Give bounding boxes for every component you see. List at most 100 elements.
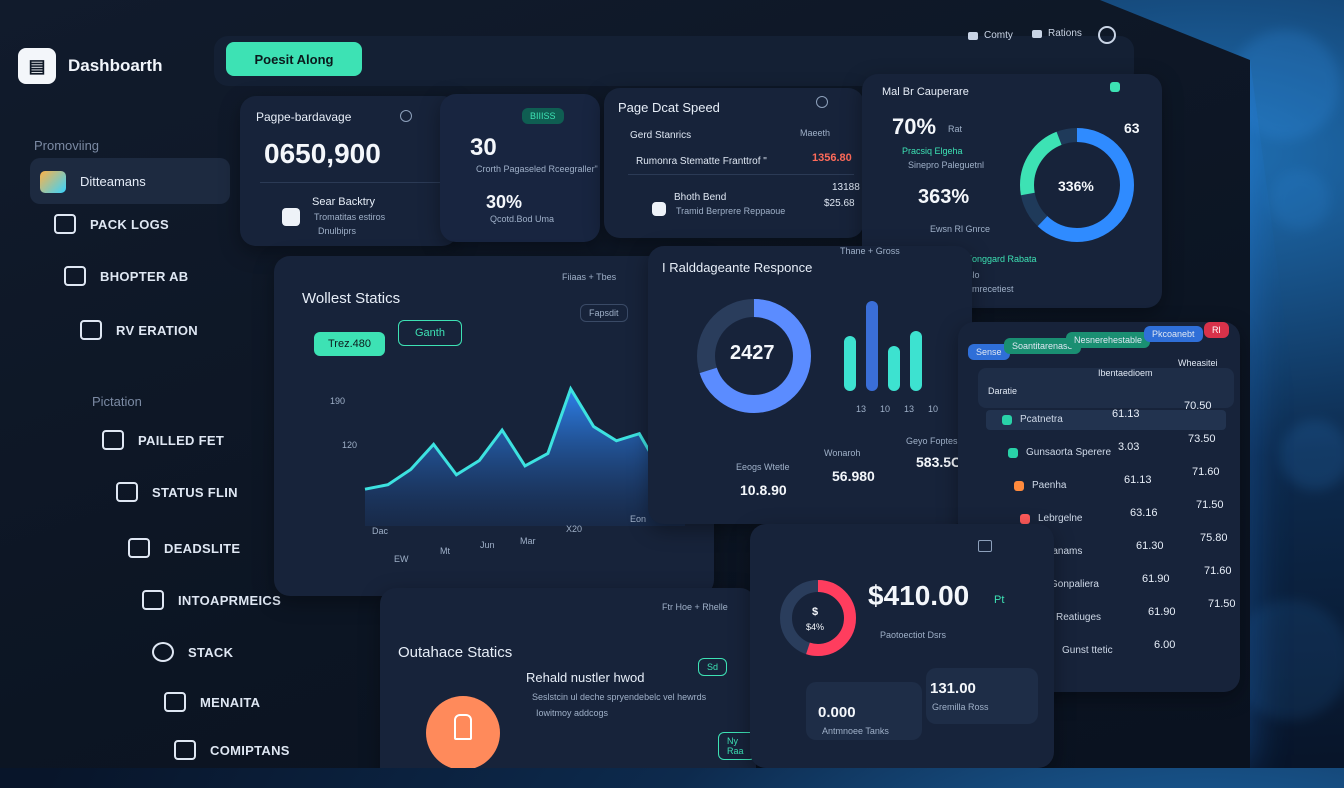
metric-sub: Sinepro Paleguetnl (908, 160, 985, 170)
table-row[interactable]: Gunsaorta Sperere (1008, 447, 1111, 458)
revenue-side-label: Pt (994, 594, 1005, 606)
settings-icon[interactable] (816, 96, 828, 108)
row-label: Gunsaorta Sperere (1026, 447, 1112, 458)
avatar (426, 696, 500, 768)
folder-icon (80, 320, 102, 340)
bar-label: 10 (928, 404, 939, 414)
table-row[interactable]: Pcatnetra (1002, 414, 1063, 425)
y-tick: 120 (342, 440, 358, 450)
metric-sub: Crorth Pagaseled Rceegraller" (476, 164, 598, 174)
gauge-arc (780, 580, 856, 656)
row-value: 6.00 (1154, 639, 1176, 651)
chart-pill[interactable]: Ganth (398, 320, 462, 346)
divider (628, 174, 854, 175)
table-row[interactable]: Paenha (1014, 480, 1066, 491)
filter-tag[interactable]: Nesnerehestable (1066, 332, 1151, 348)
row-label: Reatiuges (1056, 612, 1102, 623)
primary-button[interactable]: Poesit Along (226, 42, 362, 76)
filter-tag[interactable]: Rl (1204, 322, 1229, 338)
donut-segment (697, 299, 811, 413)
card-corner-label: Thane + Gross (840, 246, 900, 256)
donut-value: 336% (1058, 178, 1094, 194)
x-tick: EW (394, 554, 409, 564)
table-row-highlight (986, 410, 1226, 430)
card-corner-label: Ftr Hoe + Rhelle (662, 602, 728, 612)
table-row[interactable]: Lebrgelne (1020, 513, 1082, 524)
x-tick: X20 (566, 524, 583, 534)
status-badge: BIIISS (522, 108, 564, 124)
legend-item: Gamrecetiest (960, 284, 1014, 294)
x-tick: Mar (520, 536, 536, 546)
gauge-label-2: $4% (806, 622, 825, 632)
chart-title: Wollest Statics (302, 290, 401, 307)
headline-sub-2: Iowitmoy addcogs (536, 708, 609, 718)
bar-chart (844, 301, 922, 391)
sidebar-item-pack-logs[interactable]: PACK LOGS (54, 214, 169, 234)
card-revenue: $ $4% $410.00 Pt Paotoectiot Dsrs 0.000 … (750, 524, 1054, 768)
topbar-link-label: Comty (984, 30, 1013, 41)
revenue-sub: Paotoectiot Dsrs (880, 630, 947, 640)
calendar-icon[interactable] (978, 540, 992, 552)
chart-pill-active[interactable]: Trez.480 (314, 332, 386, 356)
bar (910, 331, 922, 391)
donut-segment-main (1020, 128, 1134, 242)
row-value: 61.13 (1112, 408, 1140, 420)
sidebar-item-label: MENAITA (200, 694, 261, 710)
stat-box-sub: Gremilla Ross (932, 702, 989, 712)
filter-tag[interactable]: Pkcoanebt (1144, 326, 1203, 342)
refresh-icon[interactable] (400, 110, 412, 122)
checkbox[interactable] (282, 208, 300, 226)
sidebar-item-label: INTOAPRMEICS (178, 592, 282, 608)
row-label: Pcatnetra (1020, 414, 1063, 425)
metric-value: 30 (470, 134, 497, 161)
user-icon[interactable] (1098, 26, 1116, 44)
sidebar-item-status[interactable]: STATUS FLIN (116, 482, 238, 502)
table-row[interactable]: Gunst ttetic (1044, 645, 1113, 656)
sidebar-item-pailled[interactable]: PAILLED FET (102, 430, 224, 450)
sidebar-item-ration[interactable]: RV ERATION (80, 320, 198, 340)
sidebar-item-intoapr[interactable]: INTOAPRMEICS (142, 590, 281, 610)
sidebar-item-deadslite[interactable]: DEADSLITE (128, 538, 240, 558)
sidebar-item-label: PACK LOGS (90, 216, 170, 232)
sidebar-section-heading-2: Pictation (92, 394, 142, 409)
gauge-chart (780, 580, 856, 656)
row-value: 73.50 (1188, 433, 1216, 445)
topbar-link-1[interactable]: Comty (968, 30, 1013, 41)
row-value: 3.03 (1118, 441, 1140, 453)
stat-label: Eeogs Wtetle (736, 462, 790, 472)
card-title: Mal Br Cauperare (882, 86, 969, 98)
document-icon (102, 430, 124, 450)
status-icon (1110, 82, 1120, 92)
sidebar-item-label: PAILLED FET (138, 432, 225, 448)
column-header: Wheasitei (1178, 358, 1218, 368)
row-label: Bhoth Bend (674, 192, 727, 203)
filter-tag[interactable]: Soantitarenase (1004, 338, 1081, 354)
bar-label: 13 (856, 404, 867, 414)
sidebar-item-active[interactable]: Ditteamans (30, 158, 230, 204)
table-header-bar (978, 368, 1234, 408)
metric-value: 0650,900 (264, 138, 381, 169)
row-status-icon (1014, 480, 1024, 491)
monitor-icon (968, 31, 978, 40)
sidebar-item-label: Ditteamans (80, 174, 146, 189)
sidebar-item-bhopter[interactable]: BHOPTER AB (64, 266, 188, 286)
x-tick: Eon (630, 514, 647, 524)
card-page-speed: Page Dcat Speed Gerd Stanrics Maeeth Rum… (604, 88, 864, 238)
status-badge[interactable]: Sd (698, 658, 728, 676)
grid-icon (128, 538, 150, 558)
stat-box (926, 668, 1038, 724)
sidebar-item-stack[interactable]: STACK (152, 642, 233, 662)
topbar-link-2[interactable]: Rations (1032, 28, 1082, 39)
metric-value-2: 30% (486, 192, 523, 212)
side-value: 63 (1124, 120, 1140, 136)
checkbox[interactable] (652, 202, 666, 216)
sidebar-item-comiptans[interactable]: COMIPTANS (174, 740, 290, 760)
row-label: Manams (1044, 546, 1083, 557)
sidebar-item-menaita[interactable]: MENAITA (164, 692, 260, 712)
lock-icon (454, 714, 472, 740)
app-icon (40, 171, 66, 193)
chart-button[interactable]: Fapsdit (580, 304, 628, 322)
filter-tag[interactable]: Sense (968, 344, 1010, 360)
metric-sub-2: Qcotd.Bod Uma (490, 214, 555, 224)
metric-sub-2: Ewsn Rl Gnrce (930, 224, 991, 234)
